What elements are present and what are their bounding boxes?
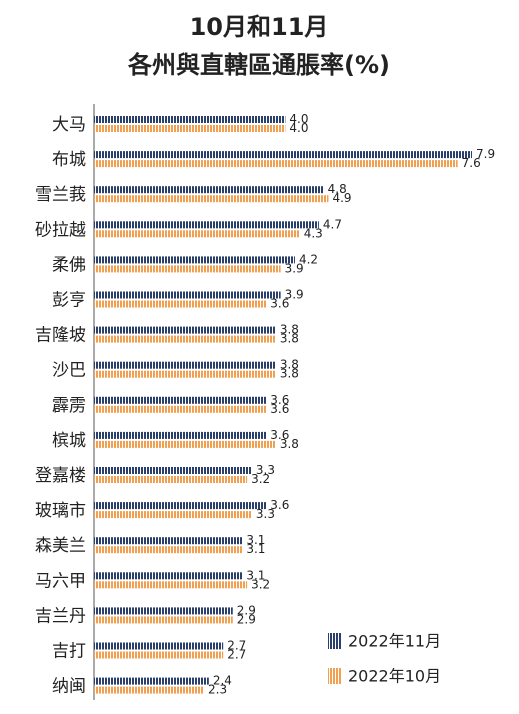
category-label: 马六甲: [35, 571, 86, 591]
value-label: 3.6: [270, 498, 289, 512]
value-label: 3.6: [270, 297, 289, 311]
value-label: 3.9: [285, 261, 304, 275]
category-label: 沙巴: [52, 361, 86, 381]
bar: [94, 476, 248, 483]
value-label: 3.1: [246, 533, 265, 547]
bar: [94, 396, 267, 404]
category-label: 吉兰丹: [35, 606, 86, 626]
category-label: 槟城: [52, 431, 86, 451]
bar: [94, 370, 276, 378]
category-label: 登嘉楼: [35, 466, 86, 486]
bar: [94, 607, 233, 615]
bar: [94, 546, 243, 554]
chart-title: 10月和11月: [190, 13, 329, 41]
category-label: 彭亨: [52, 291, 86, 311]
legend-label: 2022年11月: [348, 632, 441, 651]
bar: [94, 361, 276, 369]
value-label: 3.9: [285, 288, 304, 302]
value-label: 4.9: [332, 191, 351, 205]
category-label: 大马: [52, 115, 86, 135]
value-label: 3.3: [256, 463, 275, 477]
value-label: 3.3: [256, 507, 275, 521]
category-label: 玻璃市: [35, 501, 86, 521]
value-label: 3.6: [270, 428, 289, 442]
value-label: 3.1: [246, 542, 265, 556]
value-label: 3.2: [251, 577, 270, 591]
legend-label: 2022年10月: [348, 667, 441, 686]
bar: [94, 686, 205, 694]
value-label: 4.0: [289, 112, 308, 126]
bar: [94, 265, 281, 273]
bar: [94, 467, 252, 474]
bar: [94, 291, 281, 299]
bar: [94, 581, 248, 589]
category-label: 砂拉越: [35, 220, 86, 240]
value-label: 2.7: [227, 639, 246, 653]
value-label: 7.9: [476, 147, 495, 161]
category-label: 雪兰莪: [35, 185, 86, 205]
bar: [94, 256, 295, 264]
value-label: 2.9: [237, 612, 256, 626]
bar: [94, 572, 243, 580]
bar: [94, 186, 324, 194]
value-label: 2.3: [208, 683, 227, 697]
legend-swatch: [328, 668, 342, 684]
category-label: 吉打: [52, 642, 86, 662]
value-label: 3.8: [280, 332, 299, 346]
value-label: 3.8: [280, 437, 299, 451]
category-label: 霹雳: [52, 396, 86, 416]
legend-swatch: [328, 633, 342, 649]
category-label: 纳闽: [52, 677, 86, 697]
value-label: 3.8: [280, 358, 299, 372]
value-label: 2.4: [213, 674, 232, 688]
bar: [94, 677, 209, 685]
value-label: 3.2: [251, 472, 270, 486]
value-label: 3.8: [280, 367, 299, 381]
bar: [94, 326, 276, 334]
value-label: 4.8: [328, 182, 347, 196]
value-label: 4.3: [304, 226, 323, 240]
bar: [94, 431, 267, 439]
bar: [94, 116, 286, 123]
bar: [94, 502, 267, 510]
value-label: 3.6: [270, 402, 289, 416]
category-label: 森美兰: [35, 536, 86, 556]
value-label: 7.6: [462, 156, 481, 170]
value-label: 4.0: [289, 121, 308, 135]
bar: [94, 151, 472, 159]
chart-title: 各州與直轄區通脹率(%): [127, 51, 390, 79]
bar: [94, 440, 276, 448]
bar: [94, 160, 458, 168]
bar: [94, 125, 286, 132]
category-label: 柔佛: [52, 255, 86, 275]
value-label: 3.8: [280, 323, 299, 337]
bar: [94, 511, 252, 519]
bar: [94, 300, 267, 308]
value-label: 4.7: [323, 217, 342, 231]
value-label: 3.6: [270, 393, 289, 407]
bar: [94, 221, 319, 229]
value-label: 4.2: [299, 252, 318, 266]
bar: [94, 335, 276, 343]
bar: [94, 537, 243, 545]
value-label: 3.1: [246, 568, 265, 582]
bar: [94, 651, 224, 659]
bar: [94, 642, 224, 650]
category-label: 吉隆坡: [35, 326, 86, 346]
value-label: 2.9: [237, 603, 256, 617]
bar: [94, 405, 267, 413]
bar: [94, 195, 329, 203]
value-label: 2.7: [227, 648, 246, 662]
category-label: 布城: [52, 150, 86, 170]
bar: [94, 230, 300, 238]
bar: [94, 616, 233, 624]
